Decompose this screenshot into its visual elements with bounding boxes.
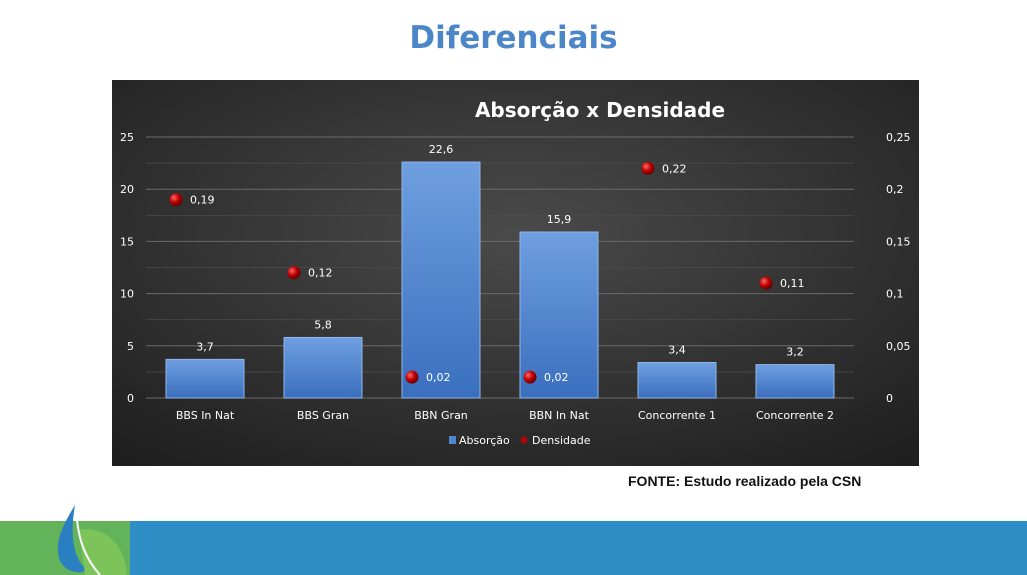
bar-absorcao (519, 231, 599, 399)
bar-value-label: 15,9 (547, 213, 572, 226)
leaf-drop-icon (57, 505, 127, 575)
chart-legend: Absorção Densidade (449, 434, 591, 447)
x-axis-label: BBS In Nat (176, 409, 235, 422)
left-axis-tick-label: 20 (120, 183, 134, 196)
left-axis-tick-label: 15 (120, 235, 134, 248)
footer-band (0, 521, 1027, 575)
bar-absorcao (165, 358, 245, 399)
point-densidade (169, 193, 183, 207)
right-axis-ticks: 0 0,05 0,1 0,15 0,2 0,25 (886, 131, 911, 405)
bar-value-label: 22,6 (429, 143, 454, 156)
x-axis-label: BBN Gran (414, 409, 468, 422)
bar-absorcao (637, 362, 717, 399)
point-value-label: 0,22 (662, 162, 687, 175)
right-axis-tick-label: 0,25 (886, 131, 911, 144)
point-value-label: 0,02 (426, 371, 451, 384)
left-axis-tick-label: 10 (120, 288, 134, 301)
right-axis-tick-label: 0,1 (886, 288, 904, 301)
legend-label-absorcao: Absorção (459, 434, 510, 447)
left-axis-tick-label: 25 (120, 131, 134, 144)
x-axis-label: Concorrente 2 (756, 409, 834, 422)
right-axis-tick-label: 0 (886, 392, 893, 405)
legend-label-densidade: Densidade (532, 434, 591, 447)
point-densidade (641, 161, 655, 175)
right-axis-tick-label: 0,15 (886, 235, 911, 248)
left-axis-tick-label: 5 (127, 340, 134, 353)
bar-absorcao (401, 161, 481, 399)
right-axis-tick-label: 0,2 (886, 183, 904, 196)
point-densidade (405, 370, 419, 384)
left-axis-tick-label: 0 (127, 392, 134, 405)
point-value-label: 0,12 (308, 267, 333, 280)
right-axis-tick-label: 0,05 (886, 340, 911, 353)
bar-value-label: 3,4 (668, 344, 686, 357)
absorcao-bars (165, 161, 835, 399)
point-value-label: 0,11 (780, 277, 805, 290)
gridlines (146, 136, 854, 399)
x-axis-label: BBS Gran (297, 409, 349, 422)
point-value-label: 0,02 (544, 371, 569, 384)
bar-value-label: 3,7 (196, 340, 214, 353)
source-note: FONTE: Estudo realizado pela CSN (628, 473, 862, 489)
chart-background (112, 80, 919, 466)
point-densidade (759, 276, 773, 290)
bar-absorcao (283, 336, 363, 399)
bar-value-label: 5,8 (314, 318, 332, 331)
chart-container: Absorção x Densidade 0 5 10 15 20 25 0 0,05 0,1… (112, 80, 919, 466)
chart-svg: Absorção x Densidade 0 5 10 15 20 25 0 0,05 0,1… (112, 80, 919, 466)
x-axis-labels: BBS In Nat BBS Gran BBN Gran BBN In Nat Conc… (176, 409, 834, 422)
densidade-points (169, 161, 773, 384)
bar-absorcao (755, 364, 835, 399)
absorcao-labels: 3,7 5,8 22,6 15,9 3,4 3,2 (196, 143, 804, 359)
x-axis-label: BBN In Nat (529, 409, 589, 422)
legend-swatch-absorcao (449, 436, 456, 444)
point-densidade (523, 370, 537, 384)
left-axis-ticks: 0 5 10 15 20 25 (120, 131, 134, 405)
slide-title: Diferenciais (409, 20, 618, 56)
bar-value-label: 3,2 (786, 346, 804, 359)
x-axis-label: Concorrente 1 (638, 409, 716, 422)
chart-title: Absorção x Densidade (475, 98, 725, 122)
densidade-labels: 0,19 0,12 0,02 0,02 0,22 0,11 (190, 162, 805, 384)
legend-swatch-densidade (520, 436, 528, 444)
point-densidade (287, 266, 301, 280)
point-value-label: 0,19 (190, 194, 215, 207)
